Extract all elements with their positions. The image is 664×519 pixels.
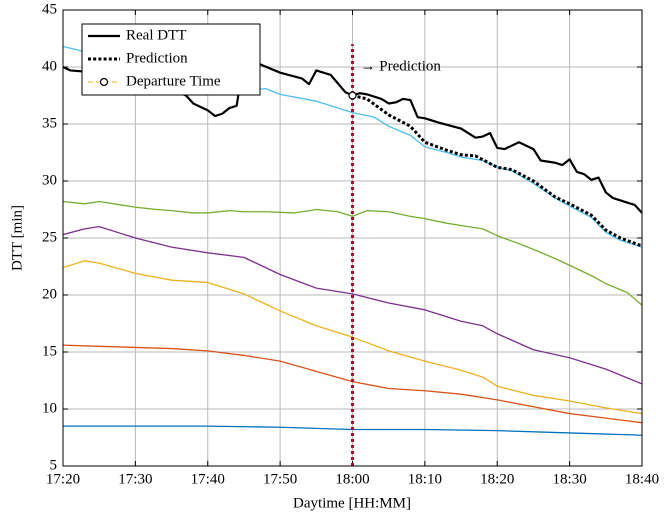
departure-marker	[348, 91, 357, 100]
plot-frame	[62, 9, 643, 467]
y-tick-label: 40	[42, 58, 57, 74]
legend-label: Departure Time	[126, 73, 221, 89]
y-tick-label: 25	[42, 229, 57, 245]
y-tick-label: 20	[42, 286, 57, 302]
y-tick-label: 45	[42, 1, 57, 17]
legend-marker	[99, 77, 109, 87]
x-tick-label: 17:40	[191, 471, 225, 487]
series-line	[63, 200, 642, 306]
x-tick-label: 18:40	[625, 471, 659, 487]
x-tick-label: 18:20	[480, 471, 514, 487]
x-tick-label: 18:10	[408, 471, 442, 487]
x-tick-label: 17:50	[263, 471, 297, 487]
annotation: → Prediction	[361, 58, 442, 74]
series-line	[63, 225, 642, 385]
y-axis-label: DTT [min]	[9, 205, 25, 271]
x-tick-label: 18:00	[335, 471, 369, 487]
x-tick-label: 18:30	[553, 471, 587, 487]
y-tick-label: 35	[42, 115, 57, 131]
y-tick-label: 30	[42, 172, 57, 188]
x-tick-label: 17:20	[46, 471, 80, 487]
series-line	[352, 94, 642, 248]
y-tick-label: 10	[42, 400, 57, 416]
legend-label: Prediction	[126, 50, 188, 66]
legend-label: Real DTT	[126, 27, 186, 43]
series-line	[63, 56, 642, 214]
x-tick-label: 17:30	[118, 471, 152, 487]
y-tick-label: 15	[42, 343, 57, 359]
x-axis-label: Daytime [HH:MM]	[293, 495, 411, 511]
y-tick-label: 5	[50, 457, 58, 473]
